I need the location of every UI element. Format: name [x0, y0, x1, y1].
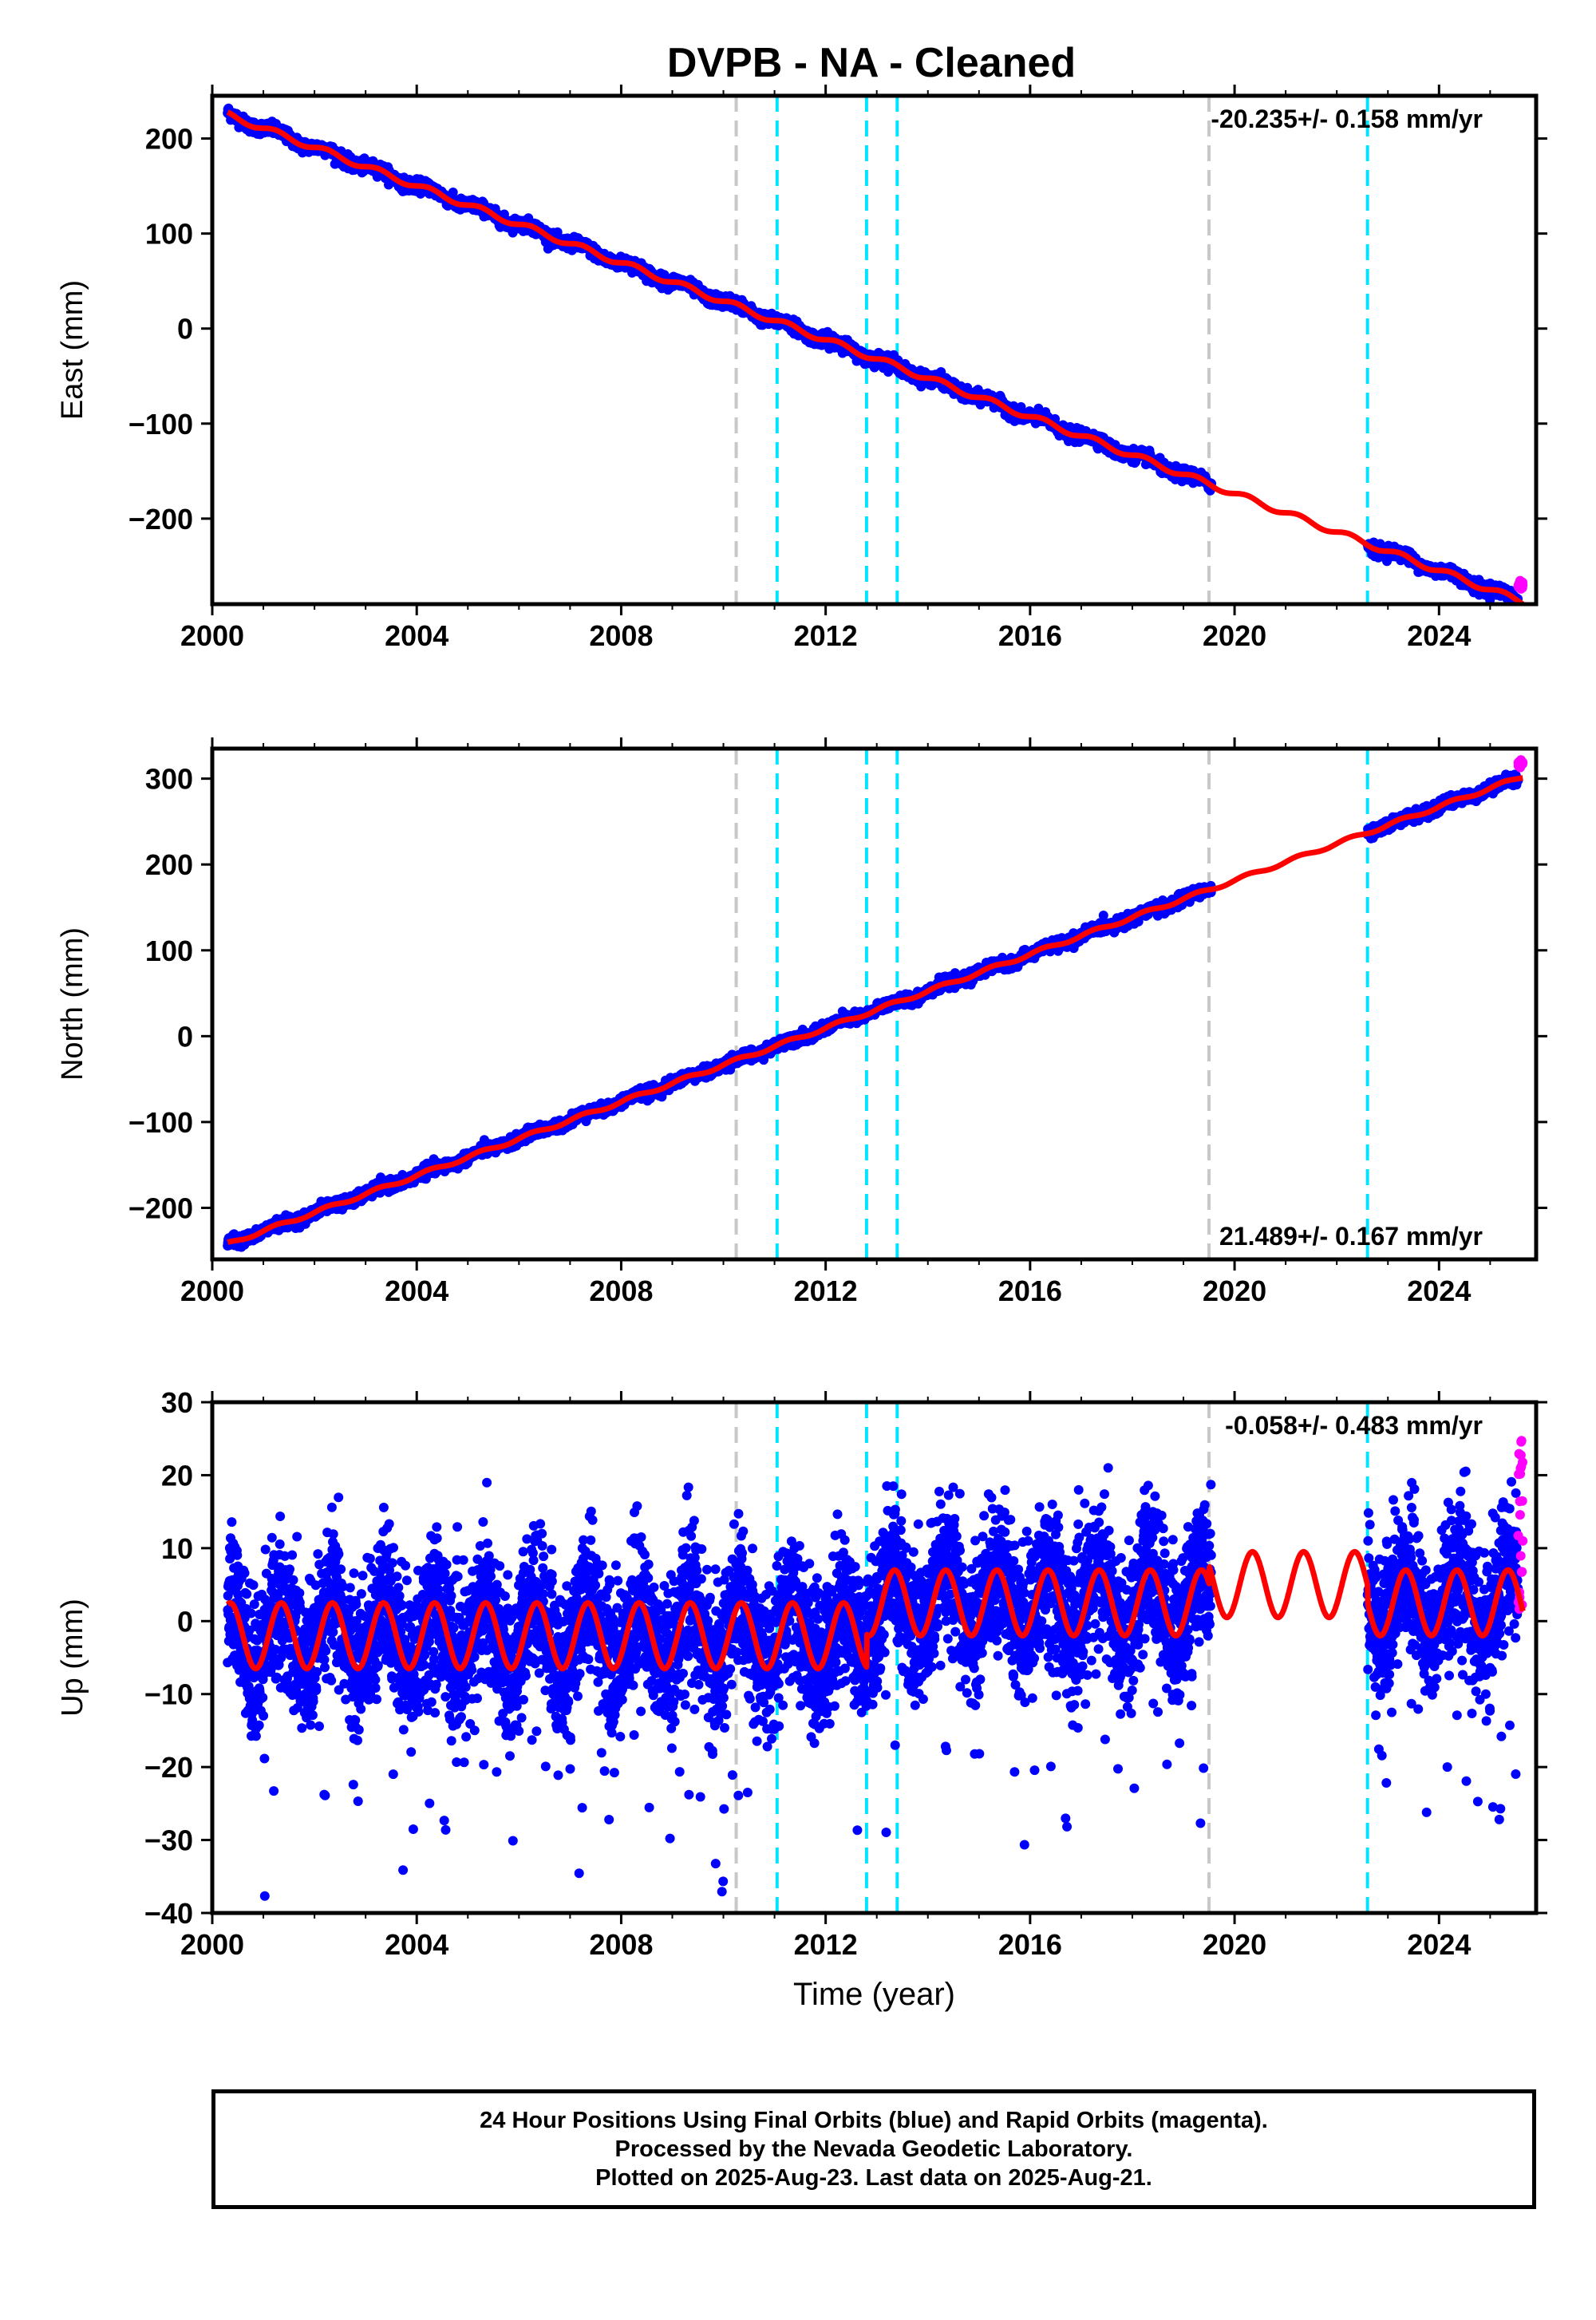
north-plot-area: [223, 749, 1527, 1259]
x-tick-label: 2008: [589, 619, 653, 652]
x-tick-label: 2020: [1203, 619, 1266, 652]
y-tick-label: −100: [128, 408, 193, 441]
y-tick-label: −200: [128, 503, 193, 536]
y-tick-label: 200: [145, 123, 193, 156]
x-tick-label: 2004: [385, 619, 448, 652]
east-axis-label: East (mm): [56, 280, 89, 420]
x-tick-label: 2016: [998, 619, 1062, 652]
y-tick-label: 100: [145, 218, 193, 251]
x-tick-label: 2024: [1407, 619, 1471, 652]
y-tick-label: 0: [177, 313, 193, 346]
x-tick-label: 2012: [794, 619, 858, 652]
chart-title: DVPB - NA - Cleaned: [667, 40, 1076, 86]
panel-east: 2000 2004 2008 2012 2016 2020 2024 −200 −100 0 100…: [56, 85, 1547, 652]
model-fit-line: [227, 112, 1523, 604]
rapid-orbit-point: [1518, 580, 1527, 590]
east-plot-frame: [212, 96, 1536, 604]
x-tick-label: 2000: [180, 619, 244, 652]
east-plot-area: [223, 96, 1527, 611]
rate-annotation: -20.235+/- 0.158 mm/yr: [1211, 105, 1483, 133]
